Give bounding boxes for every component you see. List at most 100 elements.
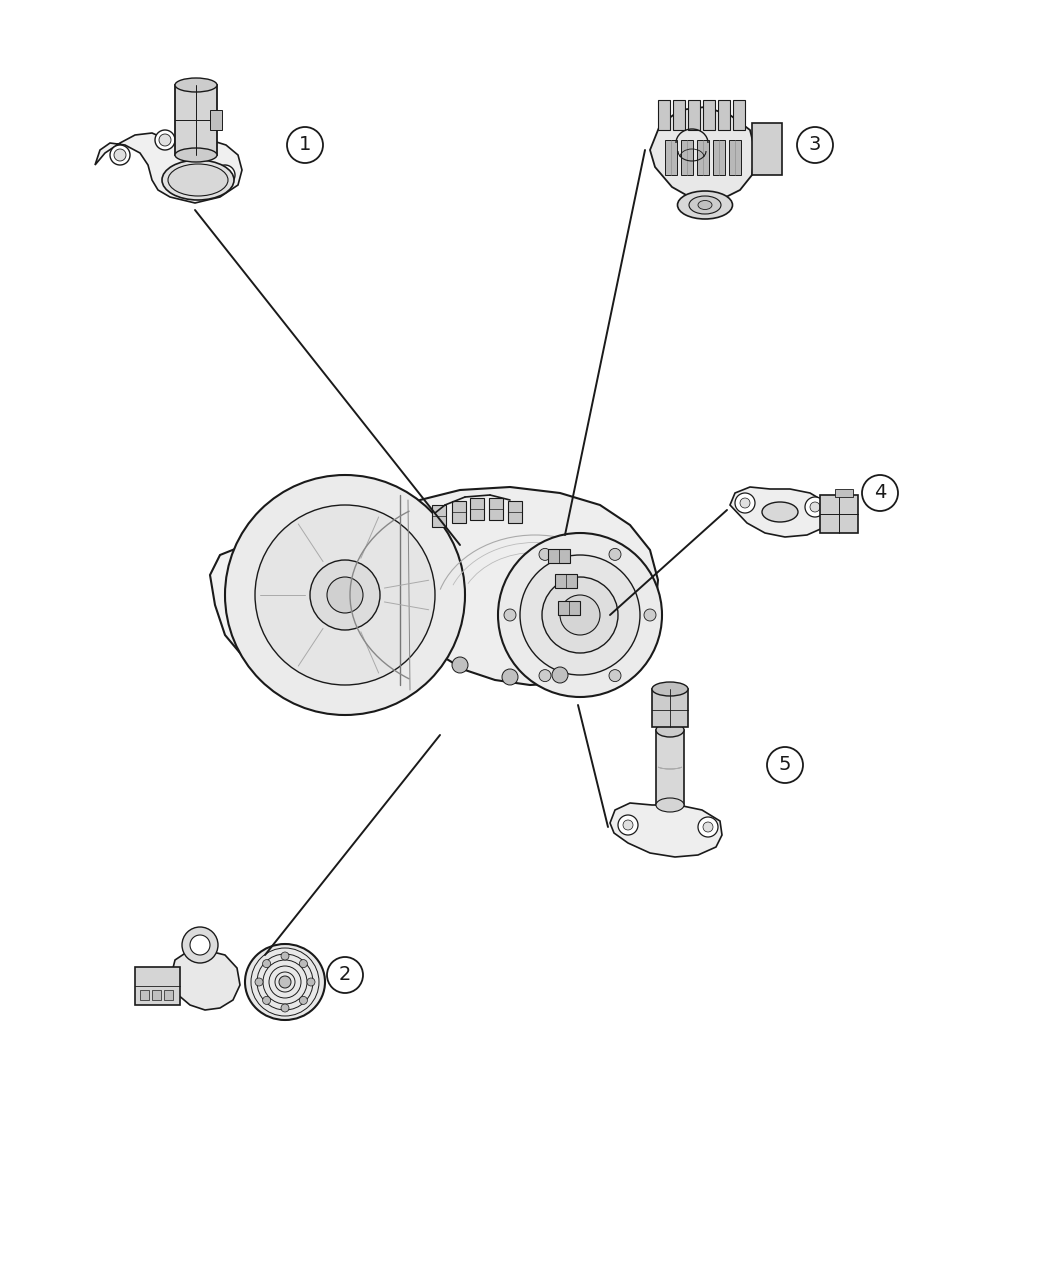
Bar xyxy=(729,140,741,175)
Circle shape xyxy=(182,927,218,963)
Polygon shape xyxy=(170,950,240,1010)
Circle shape xyxy=(299,960,308,968)
Circle shape xyxy=(623,820,633,830)
Text: 2: 2 xyxy=(339,965,351,984)
Bar xyxy=(656,731,684,805)
Text: 1: 1 xyxy=(299,135,311,154)
Text: 3: 3 xyxy=(808,135,821,154)
Ellipse shape xyxy=(762,502,798,521)
Circle shape xyxy=(504,609,516,621)
Circle shape xyxy=(281,952,289,960)
Circle shape xyxy=(110,145,130,164)
Circle shape xyxy=(698,817,718,836)
Circle shape xyxy=(766,747,803,783)
Bar xyxy=(152,989,161,1000)
Ellipse shape xyxy=(652,682,688,696)
Circle shape xyxy=(452,657,468,673)
Circle shape xyxy=(279,975,291,988)
Circle shape xyxy=(262,996,271,1005)
Circle shape xyxy=(255,505,435,685)
Circle shape xyxy=(155,130,175,150)
Bar xyxy=(697,140,709,175)
Circle shape xyxy=(215,164,235,185)
Bar xyxy=(140,989,149,1000)
Bar xyxy=(652,688,688,727)
Circle shape xyxy=(327,578,363,613)
Bar xyxy=(135,966,180,1005)
Bar xyxy=(658,99,670,130)
Bar xyxy=(470,499,484,520)
Circle shape xyxy=(618,815,638,835)
Ellipse shape xyxy=(245,944,326,1020)
Bar xyxy=(752,122,782,175)
Circle shape xyxy=(542,578,618,653)
Circle shape xyxy=(539,548,551,561)
Bar xyxy=(718,99,730,130)
Bar xyxy=(704,99,715,130)
Circle shape xyxy=(552,667,568,683)
Circle shape xyxy=(310,560,380,630)
Bar xyxy=(713,140,724,175)
Ellipse shape xyxy=(162,159,234,200)
Bar xyxy=(733,99,746,130)
Circle shape xyxy=(644,609,656,621)
Ellipse shape xyxy=(175,78,217,92)
Polygon shape xyxy=(730,487,830,537)
Ellipse shape xyxy=(656,723,684,737)
Bar xyxy=(665,140,677,175)
Circle shape xyxy=(327,958,363,993)
Circle shape xyxy=(219,170,231,181)
Circle shape xyxy=(862,476,898,511)
Circle shape xyxy=(307,978,315,986)
Circle shape xyxy=(255,978,262,986)
Bar xyxy=(558,601,580,615)
Circle shape xyxy=(609,669,621,682)
Circle shape xyxy=(539,669,551,682)
Ellipse shape xyxy=(168,164,228,196)
Polygon shape xyxy=(94,133,242,203)
Ellipse shape xyxy=(677,191,733,219)
Text: 4: 4 xyxy=(874,483,886,502)
Bar xyxy=(688,99,700,130)
Bar xyxy=(820,495,858,533)
Bar xyxy=(555,574,578,588)
Circle shape xyxy=(735,493,755,513)
Circle shape xyxy=(502,669,518,685)
Bar xyxy=(681,140,693,175)
Text: 5: 5 xyxy=(779,756,792,774)
Bar xyxy=(175,85,217,156)
Circle shape xyxy=(805,497,825,516)
Circle shape xyxy=(810,502,820,513)
Bar xyxy=(673,99,685,130)
Circle shape xyxy=(299,996,308,1005)
Circle shape xyxy=(287,128,323,163)
Polygon shape xyxy=(610,803,722,857)
Bar xyxy=(452,501,466,523)
Circle shape xyxy=(704,822,713,833)
Ellipse shape xyxy=(689,196,721,214)
Bar xyxy=(835,490,853,497)
Bar xyxy=(210,110,222,130)
Polygon shape xyxy=(210,516,425,697)
Circle shape xyxy=(520,555,640,674)
Circle shape xyxy=(114,149,126,161)
Circle shape xyxy=(225,476,465,715)
Circle shape xyxy=(609,548,621,561)
Circle shape xyxy=(498,533,662,697)
Circle shape xyxy=(159,134,171,147)
Bar xyxy=(489,499,503,520)
Polygon shape xyxy=(400,487,658,685)
Bar xyxy=(548,550,570,564)
Circle shape xyxy=(190,935,210,955)
Circle shape xyxy=(281,1003,289,1012)
Circle shape xyxy=(262,960,271,968)
Circle shape xyxy=(797,128,833,163)
Ellipse shape xyxy=(698,200,712,209)
Polygon shape xyxy=(650,107,755,200)
Ellipse shape xyxy=(175,148,217,162)
Circle shape xyxy=(560,595,600,635)
Bar xyxy=(432,505,446,527)
Bar xyxy=(164,989,173,1000)
Bar xyxy=(508,501,522,523)
Ellipse shape xyxy=(656,798,684,812)
